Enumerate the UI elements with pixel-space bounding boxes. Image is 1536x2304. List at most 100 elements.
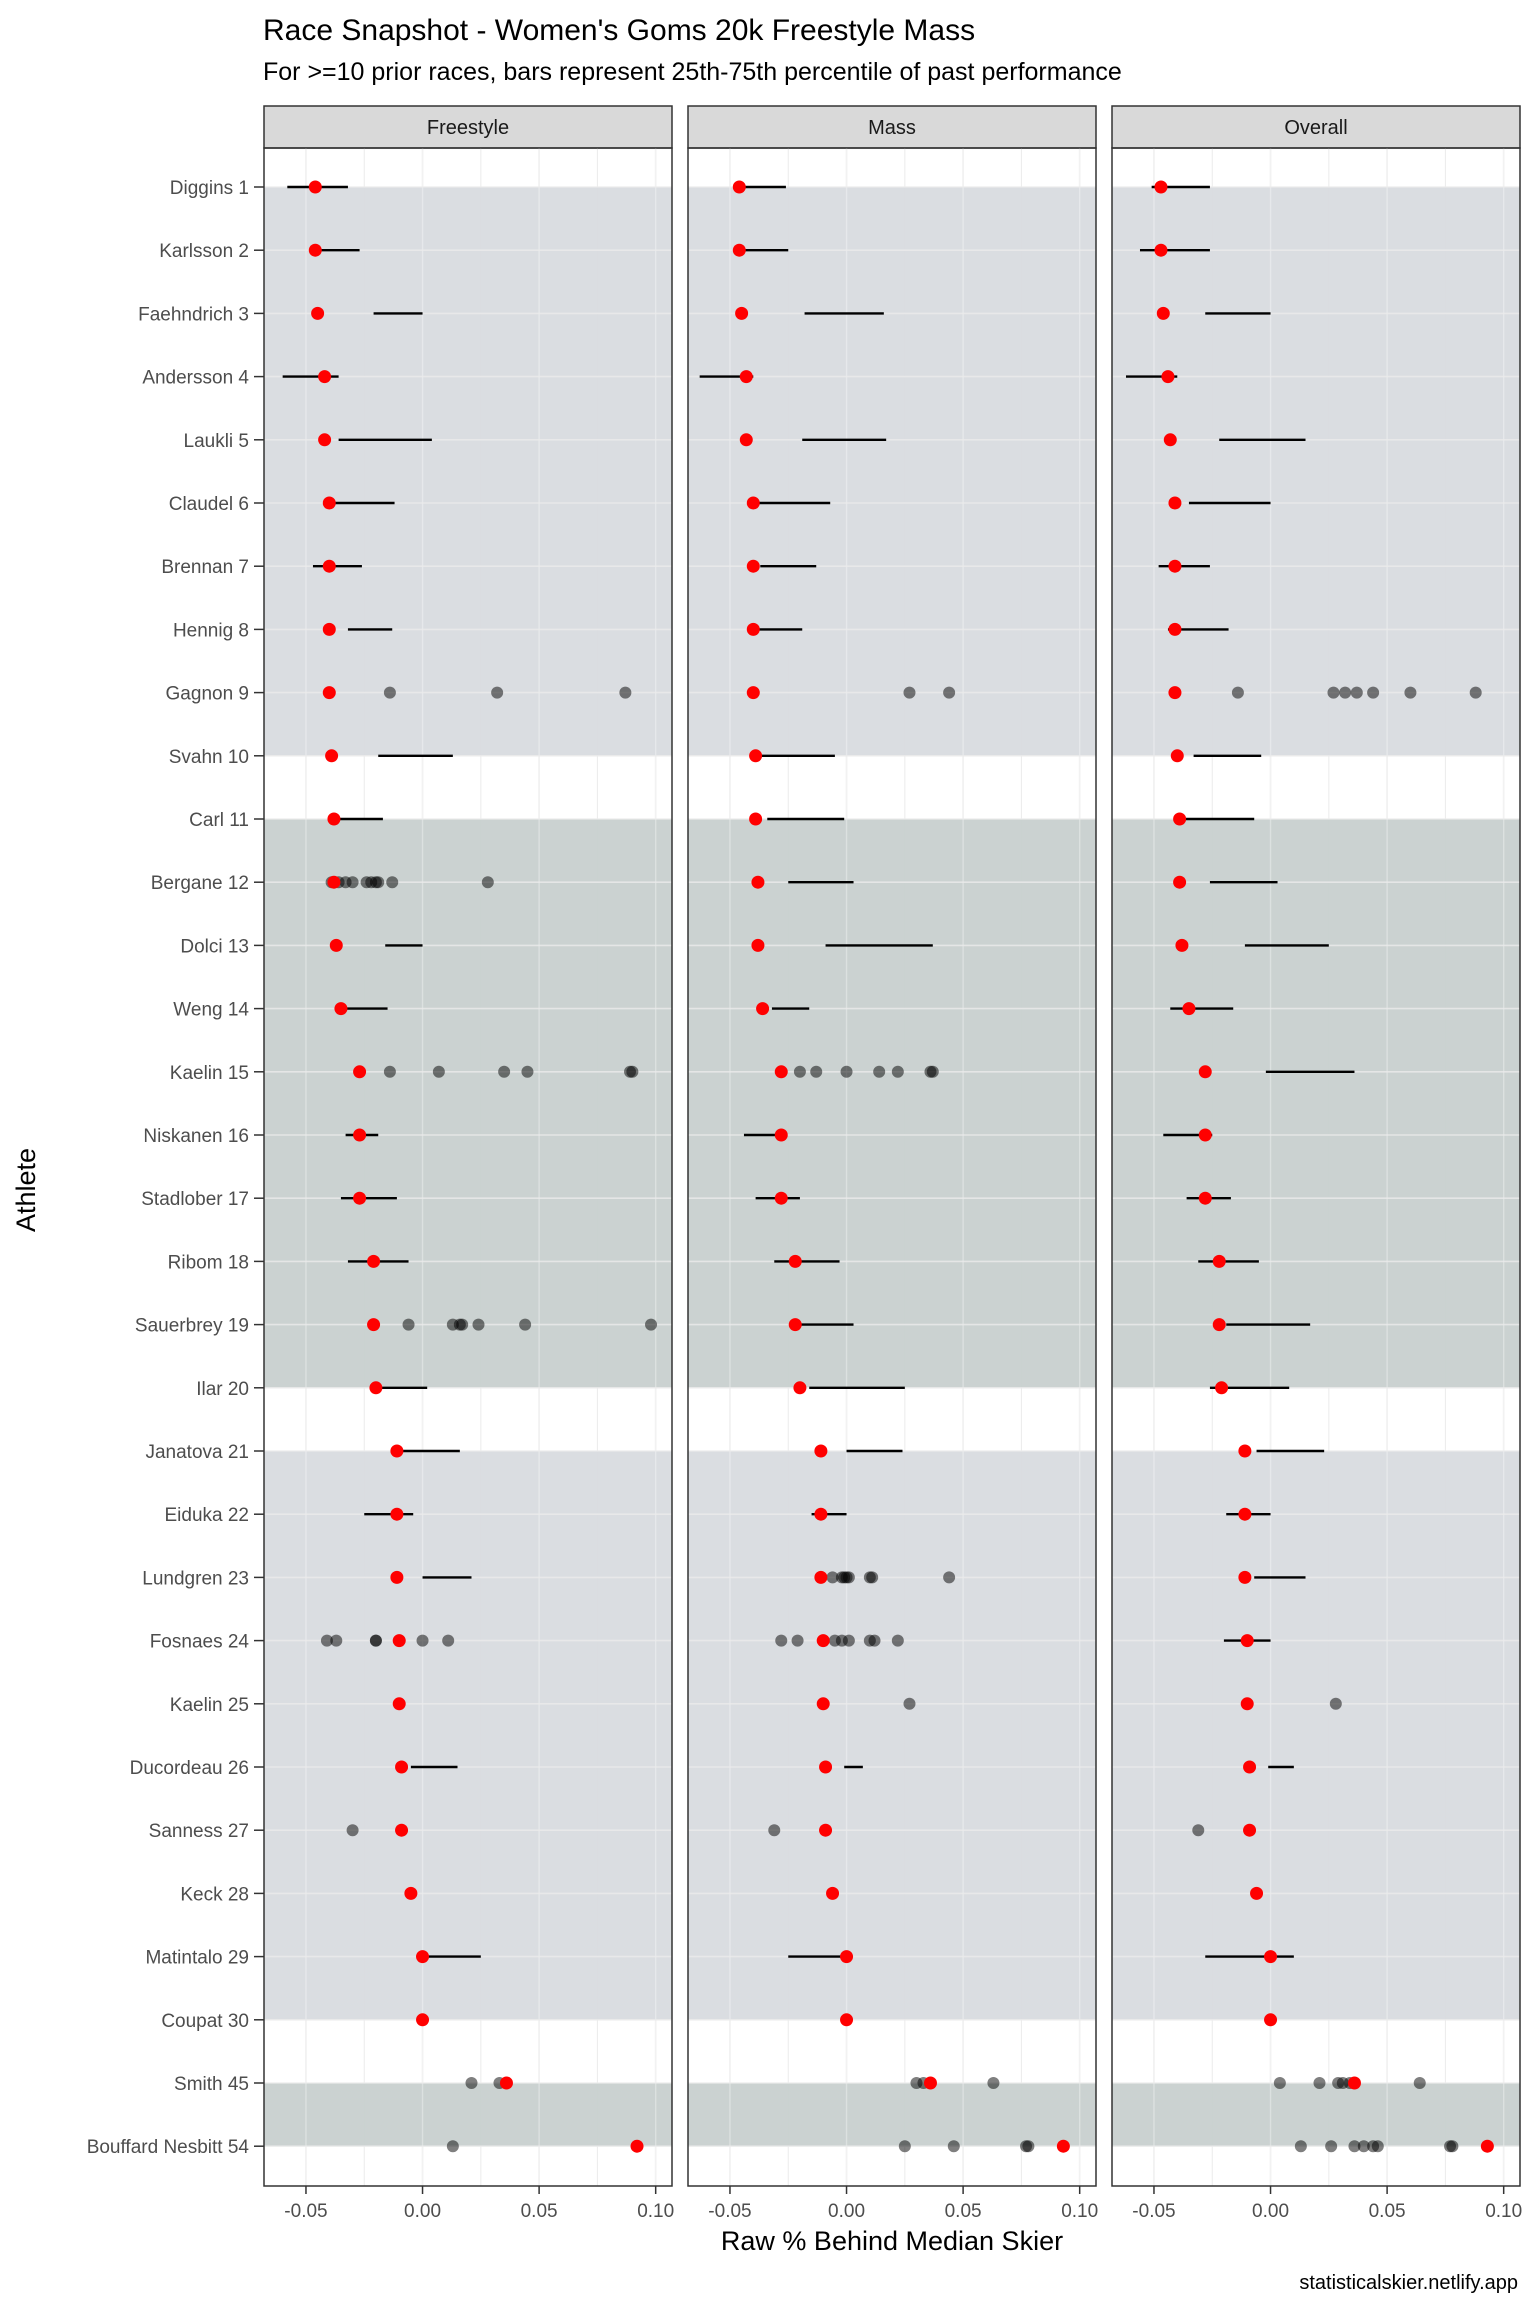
facet-strip-label: Overall [1284,117,1347,139]
past-race-point [1339,686,1352,699]
past-race-point [903,686,916,699]
past-race-point [1357,2140,1370,2153]
past-race-point [873,1065,886,1078]
athlete-group-band [264,2083,672,2147]
athlete-group-band [688,187,1096,756]
x-tick-label: 0.10 [637,2201,674,2222]
race-result-point [814,1444,828,1458]
past-race-point [1469,686,1482,699]
race-result-point [1480,2139,1494,2153]
past-race-point [791,1634,804,1647]
race-result-point [746,686,760,700]
race-result-point [327,875,341,889]
race-result-point [793,1381,807,1395]
race-result-point [788,1254,802,1268]
race-result-point [1264,1950,1278,1964]
race-result-point [390,1570,404,1584]
past-race-point [346,1824,359,1837]
y-tick-label-laukli-5: Laukli 5 [184,431,250,452]
past-race-point [383,686,396,699]
past-race-point [383,1065,396,1078]
facet-strip [1111,105,1521,149]
x-axis-label: Raw % Behind Median Skier [721,2226,1063,2256]
race-result-point [749,749,763,763]
past-race-point [1404,686,1417,699]
race-result-point [814,1507,828,1521]
past-race-point [891,1065,904,1078]
y-tick-label-carl-11: Carl 11 [189,810,249,831]
past-race-point [481,876,494,889]
race-result-point [774,1191,788,1205]
race-result-point [732,180,746,194]
y-tick-label-svahn-10: Svahn 10 [169,747,249,768]
y-tick-label-gagnon-9: Gagnon 9 [166,684,249,705]
chart-title: Race Snapshot - Women's Goms 20k Freesty… [263,14,975,47]
race-result-point [1198,1191,1212,1205]
chart-caption: statisticalskier.netlify.app [1299,2272,1518,2294]
past-race-point [793,1065,806,1078]
y-tick-label-matintalo-29: Matintalo 29 [145,1948,249,1969]
race-result-point [840,2013,854,2027]
race-result-point [1347,2076,1361,2090]
y-tick-label-sauerbrey-19: Sauerbrey 19 [135,1316,249,1337]
y-tick-label-lundgren-23: Lundgren 23 [142,1568,249,1589]
race-result-point [334,1002,348,1016]
past-race-point [1371,2140,1384,2153]
past-race-point [943,686,956,699]
race-result-point [322,496,336,510]
race-result-point [1240,1697,1254,1711]
past-race-point [1273,2077,1286,2089]
race-result-point [367,1318,381,1332]
race-result-point [814,1570,828,1584]
race-result-point [1182,1002,1196,1016]
race-result-point [353,1191,367,1205]
y-tick-label-kaelin-15: Kaelin 15 [170,1063,249,1084]
race-result-point [367,1254,381,1268]
race-result-point [746,559,760,573]
race-result-point [416,2013,430,2027]
race-result-point [404,1886,418,1900]
past-race-point [521,1065,534,1078]
past-race-point [1446,2140,1459,2153]
past-race-point [891,1634,904,1647]
race-result-point [1198,1065,1212,1079]
race-result-point [499,2076,513,2090]
panel-overall: Overall -0.05 0.00 0.05 0.10 [1111,105,1522,2222]
race-result-point [390,1444,404,1458]
race-result-point [327,812,341,826]
athlete-group-band [688,2083,1096,2147]
race-result-point [1173,875,1187,889]
past-race-point [898,2140,911,2153]
past-race-point [1413,2077,1426,2089]
past-race-point [386,876,399,889]
past-race-point [626,1065,639,1078]
past-race-point [346,876,359,889]
race-result-point [1056,2139,1070,2153]
x-tick-label: 0.05 [521,2201,558,2222]
race-result-point [1168,622,1182,636]
race-result-point [840,1950,854,1964]
past-race-point [947,2140,960,2153]
race-result-point [318,433,332,447]
past-race-point [1327,686,1340,699]
panel-border [687,147,1097,2187]
race-result-point [751,875,765,889]
race-result-point [1198,1128,1212,1142]
past-race-point [810,1065,823,1078]
y-tick-label-smith-45: Smith 45 [174,2074,249,2095]
race-result-point [308,243,322,257]
race-result-point [923,2076,937,2090]
panel-mass: Mass -0.05 0.00 0.05 0.10 [687,105,1098,2222]
athlete-group-band [1112,819,1520,1388]
race-result-point [392,1634,406,1648]
y-tick-label-coupat-30: Coupat 30 [161,2011,249,2032]
past-race-point [866,1571,879,1584]
race-result-point [353,1065,367,1079]
past-race-point [1348,2140,1361,2153]
past-race-point [456,1318,469,1331]
panel-freestyle: Freestyle -0.05 0.00 0.05 0.10 [263,105,674,2222]
race-result-point [749,812,763,826]
race-result-point [325,749,339,763]
past-race-point [372,876,385,889]
past-race-point [1231,686,1244,699]
